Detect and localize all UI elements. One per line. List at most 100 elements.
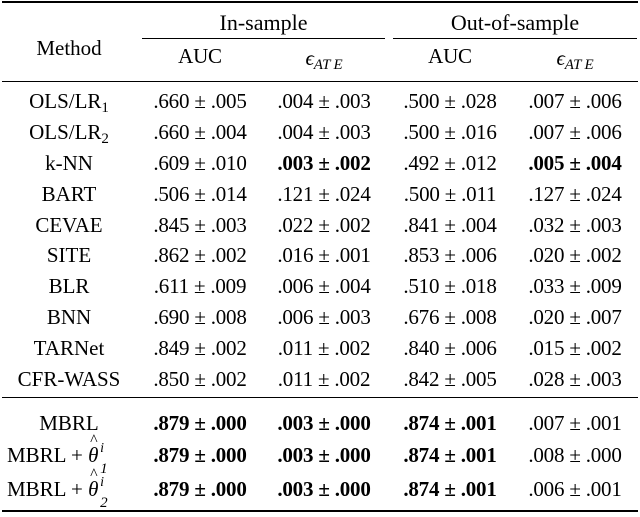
method-cell: BNN [0, 303, 138, 331]
method-name: BLR [48, 274, 90, 298]
group-underline-in-sample [142, 38, 385, 39]
out-eps-cell: .008 ± .000 [528, 443, 622, 467]
in-eps-cell: .003 ± .000 [277, 477, 371, 501]
method-subscript: 2 [101, 131, 109, 147]
method-name: MBRL [39, 411, 99, 435]
in-eps-cell: .011 ± .002 [277, 336, 371, 360]
out-eps-cell: .033 ± .009 [528, 274, 622, 298]
in-auc-cell: .879 ± .000 [153, 477, 247, 501]
in-eps-cell: .006 ± .004 [277, 274, 371, 298]
in-eps-cell: .004 ± .003 [277, 120, 371, 144]
method-cell: MBRL + ^ θ i 2 [0, 466, 138, 511]
header-rule [2, 81, 638, 82]
out-eps-cell: .028 ± .003 [528, 367, 622, 391]
theta-hat-symbol: ^ θ i 1 [88, 432, 108, 477]
eps-symbol: ϵ [305, 46, 314, 70]
method-name: BART [41, 182, 97, 206]
method-cell: BART [0, 180, 138, 208]
eps-subscript: AT E [564, 57, 594, 73]
method-name: CFR-WASS [17, 367, 121, 391]
out-auc-cell: .841 ± .004 [403, 213, 497, 237]
in-eps-cell: .006 ± .003 [277, 305, 371, 329]
method-cell: MBRL [0, 409, 138, 437]
out-eps-cell: .127 ± .024 [528, 182, 622, 206]
method-name: BNN [46, 305, 92, 329]
in-auc-cell: .862 ± .002 [153, 243, 247, 267]
column-header-method: Method [36, 36, 102, 60]
theta-hat-symbol: ^ θ i 2 [88, 466, 108, 511]
method-name: k-NN [45, 151, 93, 175]
method-cell: CEVAE [0, 211, 138, 239]
eps-symbol: ϵ [556, 46, 565, 70]
theta-subscript: 1 [100, 461, 108, 477]
out-auc-cell: .676 ± .008 [403, 305, 497, 329]
out-auc-cell: .874 ± .001 [403, 411, 497, 435]
group-underline-out-of-sample [393, 38, 637, 39]
out-auc-cell: .853 ± .006 [403, 243, 497, 267]
method-subscript: 1 [101, 100, 109, 116]
in-auc-cell: .879 ± .000 [153, 443, 247, 467]
method-cell: BLR [0, 272, 138, 300]
method-name: MBRL + [7, 477, 89, 501]
out-auc-cell: .500 ± .011 [403, 182, 497, 206]
in-auc-cell: .850 ± .002 [153, 367, 247, 391]
column-header-in-eps: ϵAT E [262, 44, 386, 73]
in-auc-cell: .845 ± .003 [153, 213, 247, 237]
method-cell: k-NN [0, 149, 138, 177]
eps-subscript: AT E [313, 57, 343, 73]
theta-superscript: i [100, 475, 104, 490]
theta-letter: θ [88, 443, 99, 467]
method-name: OLS/LR [29, 89, 102, 113]
in-auc-cell: .690 ± .008 [153, 305, 247, 329]
theta-superscript: i [100, 441, 104, 456]
out-eps-cell: .006 ± .001 [528, 477, 622, 501]
out-eps-cell: .007 ± .001 [528, 411, 622, 435]
hat-accent: ^ [90, 432, 98, 449]
out-auc-cell: .492 ± .012 [403, 151, 497, 175]
method-name: OLS/LR [29, 120, 102, 144]
in-auc-cell: .849 ± .002 [153, 336, 247, 360]
in-auc-cell: .611 ± .009 [153, 274, 247, 298]
in-auc-cell: .609 ± .010 [153, 151, 247, 175]
in-eps-cell: .022 ± .002 [277, 213, 371, 237]
theta-letter: θ [88, 477, 99, 501]
in-eps-cell: .016 ± .001 [277, 243, 371, 267]
in-eps-cell: .121 ± .024 [277, 182, 371, 206]
out-auc-cell: .500 ± .016 [403, 120, 497, 144]
in-eps-cell: .003 ± .000 [277, 411, 371, 435]
out-auc-cell: .840 ± .006 [403, 336, 497, 360]
method-cell: OLS/LR1 [0, 87, 138, 116]
out-eps-cell: .032 ± .003 [528, 213, 622, 237]
column-header-out-eps: ϵAT E [512, 44, 638, 73]
method-cell: SITE [0, 241, 138, 269]
out-auc-cell: .842 ± .005 [403, 367, 497, 391]
method-cell: OLS/LR2 [0, 118, 138, 147]
out-eps-cell: .007 ± .006 [528, 89, 622, 113]
method-cell: TARNet [0, 334, 138, 362]
method-name: CEVAE [35, 213, 103, 237]
column-header-in-auc: AUC [178, 44, 222, 68]
out-auc-cell: .874 ± .001 [403, 477, 497, 501]
out-eps-cell: .007 ± .006 [528, 120, 622, 144]
group-header-in-sample: In-sample [219, 10, 308, 35]
method-name: TARNet [33, 336, 105, 360]
in-eps-cell: .003 ± .002 [277, 151, 371, 175]
method-cell: MBRL + ^ θ i 1 [0, 432, 138, 477]
out-eps-cell: .020 ± .007 [528, 305, 622, 329]
column-header-out-auc: AUC [428, 44, 472, 68]
in-eps-cell: .003 ± .000 [277, 443, 371, 467]
out-eps-cell: .015 ± .002 [528, 336, 622, 360]
table-bottom-rule [2, 510, 638, 512]
out-auc-cell: .510 ± .018 [403, 274, 497, 298]
in-auc-cell: .506 ± .014 [153, 182, 247, 206]
method-name: MBRL + [7, 443, 89, 467]
out-eps-cell: .005 ± .004 [528, 151, 622, 175]
out-eps-cell: .020 ± .002 [528, 243, 622, 267]
in-eps-cell: .011 ± .002 [277, 367, 371, 391]
out-auc-cell: .874 ± .001 [403, 443, 497, 467]
method-name: SITE [46, 243, 92, 267]
table-top-rule [2, 1, 638, 3]
theta-subscript: 2 [100, 495, 108, 511]
out-auc-cell: .500 ± .028 [403, 89, 497, 113]
